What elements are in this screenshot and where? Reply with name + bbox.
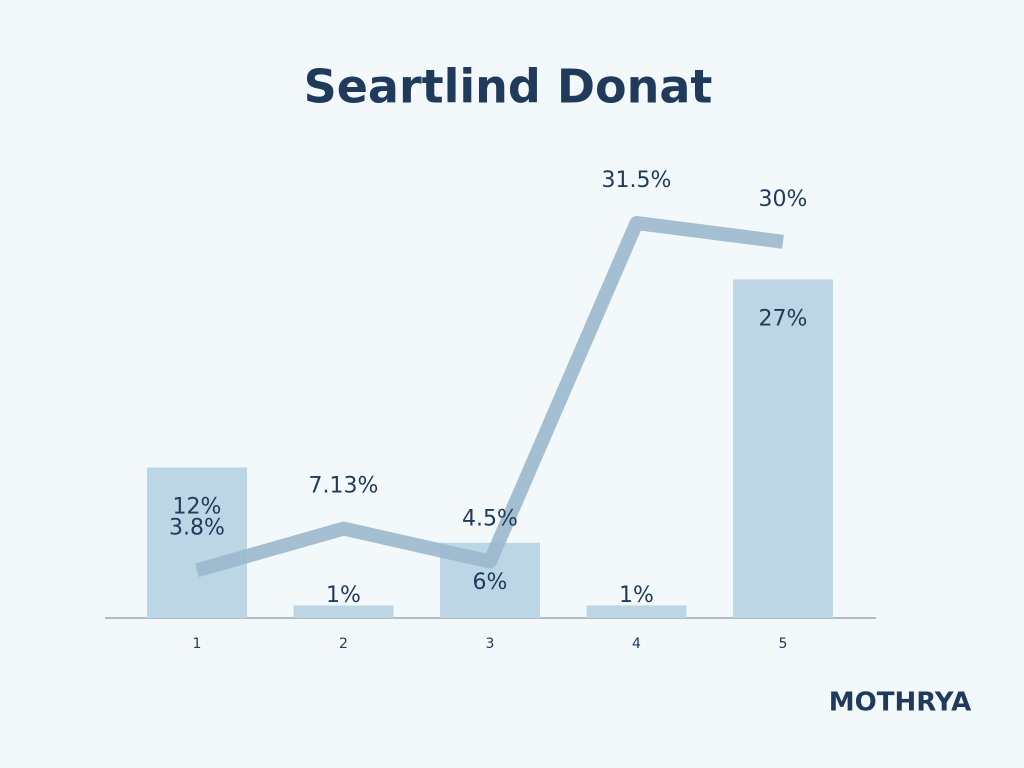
data-label: 6% [473, 570, 508, 595]
chart-title: Seartlind Donat [304, 60, 713, 114]
brand: MOTHRYA [829, 688, 972, 718]
data-label: 1% [619, 583, 654, 608]
data-label: 27% [759, 306, 808, 331]
data-label: 7.13% [309, 474, 379, 499]
x-tick-label: 1 [193, 636, 202, 652]
x-tick-label: 5 [779, 636, 788, 652]
bar [147, 467, 247, 618]
bar [293, 605, 394, 618]
data-label: 4.5% [462, 507, 518, 532]
data-label: 30% [759, 187, 808, 212]
bar [586, 605, 687, 618]
data-label: 1% [326, 583, 361, 608]
line [195, 216, 784, 578]
x-tick-label: 2 [339, 636, 348, 652]
data-label: 3.8% [169, 515, 225, 540]
data-label: 12% [173, 495, 222, 520]
x-tick-label: 3 [486, 636, 495, 652]
data-label: 31.5% [602, 168, 672, 193]
x-tick-label: 4 [632, 636, 641, 652]
bar [733, 279, 833, 618]
